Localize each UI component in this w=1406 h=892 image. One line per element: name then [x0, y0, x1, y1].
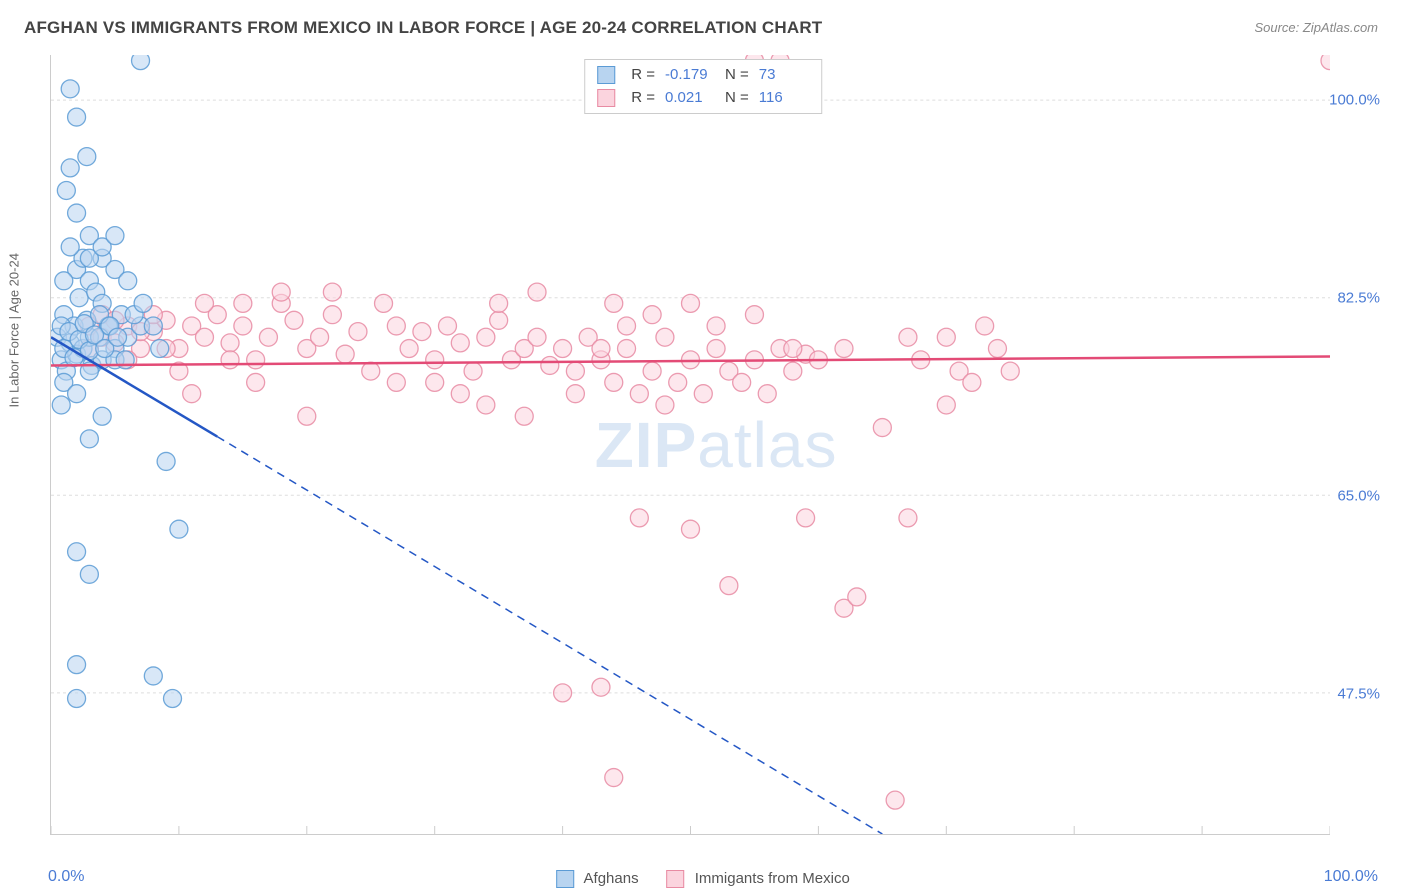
x-axis-min-label: 0.0%: [48, 868, 84, 886]
y-tick-label: 100.0%: [1329, 92, 1380, 109]
swatch-pink-icon: [597, 89, 615, 107]
swatch-pink-icon: [667, 870, 685, 888]
y-tick-label: 47.5%: [1337, 685, 1380, 702]
legend-row-mexico: R = 0.021 N = 116: [597, 87, 809, 110]
scatter-plot-svg: [51, 55, 1330, 834]
legend-row-afghans: R = -0.179 N = 73: [597, 64, 809, 87]
correlation-legend: R = -0.179 N = 73 R = 0.021 N = 116: [584, 59, 822, 114]
source-attribution: Source: ZipAtlas.com: [1254, 20, 1378, 35]
plot-area: ZIPatlas: [50, 55, 1330, 835]
y-tick-label: 82.5%: [1337, 290, 1380, 307]
y-axis-label: In Labor Force | Age 20-24: [7, 253, 22, 407]
y-tick-label: 65.0%: [1337, 487, 1380, 504]
legend-item-mexico: Immigants from Mexico: [667, 870, 850, 888]
series-legend: Afghans Immigants from Mexico: [556, 870, 850, 888]
legend-item-afghans: Afghans: [556, 870, 638, 888]
swatch-blue-icon: [597, 66, 615, 84]
swatch-blue-icon: [556, 870, 574, 888]
chart-title: AFGHAN VS IMMIGRANTS FROM MEXICO IN LABO…: [24, 18, 822, 38]
x-axis-max-label: 100.0%: [1324, 868, 1378, 886]
